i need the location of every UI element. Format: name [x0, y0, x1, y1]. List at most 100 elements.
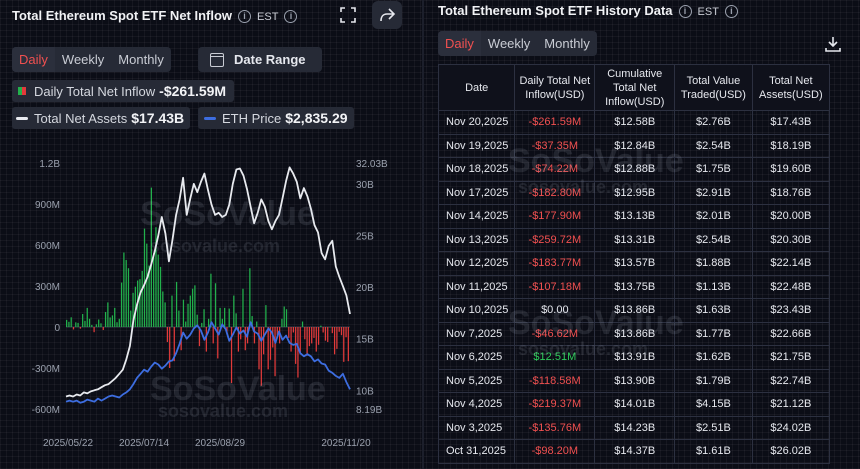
inflow-bar [258, 327, 260, 370]
inflow-bar [95, 324, 98, 327]
history-table: Date Daily Total Net Inflow(USD) Cumulat… [438, 64, 831, 464]
history-data-panel: Total Ethereum Spot ETF History Data i EST… [430, 0, 860, 469]
inflow-bar [253, 327, 256, 344]
cell-date: Nov 20,2025 [438, 110, 516, 135]
cell-date: Nov 3,2025 [438, 415, 516, 440]
cell-net-assets: $24.02B [751, 415, 831, 440]
cell-net-assets: $22.74B [751, 368, 831, 393]
inflow-bar [98, 319, 100, 327]
net-assets-line [65, 166, 351, 398]
inflow-bar [217, 327, 219, 359]
date-range-button[interactable]: Date Range [198, 47, 322, 72]
inflow-bar [315, 327, 317, 352]
cell-daily-inflow: -$261.59M [514, 110, 596, 135]
inflow-bar [329, 327, 331, 328]
inflow-bar [132, 292, 134, 327]
inflow-bar [196, 314, 198, 327]
cell-daily-inflow: -$177.90M [514, 204, 596, 229]
info-icon[interactable]: i [238, 10, 252, 23]
table-row[interactable]: Oct 31,2025 -$98.20M $14.37B $1.61B $26.02B [438, 439, 831, 464]
cell-net-assets: $20.00B [751, 204, 831, 229]
inflow-bar [84, 320, 86, 327]
table-row[interactable]: Nov 19,2025 -$37.35M $12.84B $2.54B $18.19B [438, 133, 831, 158]
inflow-bar [68, 321, 70, 327]
cell-daily-inflow: -$259.72M [514, 227, 596, 252]
cell-daily-inflow: $0.00 [514, 298, 596, 323]
inflow-bar [148, 265, 150, 327]
inflow-bar [251, 316, 253, 327]
table-row[interactable]: Nov 12,2025 -$183.77M $13.57B $1.88B $22.14B [438, 251, 831, 276]
table-row[interactable]: Nov 5,2025 -$118.58M $13.90B $1.79B $22.74B [438, 368, 831, 393]
info-icon[interactable]: i [284, 10, 298, 23]
inflow-bar [72, 327, 75, 330]
inflow-bar [214, 283, 217, 327]
column-header-net-assets[interactable]: Total Net Assets(USD) [751, 64, 831, 111]
inflow-bar [139, 279, 141, 327]
cell-daily-inflow: $12.51M [514, 345, 596, 370]
eth-label: ETH Price [222, 110, 282, 126]
inflow-bar [107, 302, 109, 327]
table-row[interactable]: Nov 18,2025 -$74.22M $12.88B $1.75B $19.60B [438, 157, 831, 182]
y-tick-label-right: 20B [356, 283, 374, 294]
table-row[interactable]: Nov 10,2025 $0.00 $13.86B $1.63B $23.43B [438, 298, 831, 323]
tab-weekly[interactable]: Weekly [61, 52, 105, 67]
info-icon[interactable]: i [724, 5, 738, 18]
inflow-bar [169, 327, 171, 368]
cell-value-traded: $1.13B [674, 274, 753, 299]
info-icon[interactable]: i [678, 5, 692, 18]
inflow-bar [79, 327, 81, 329]
cell-net-assets: $17.43B [751, 110, 831, 135]
history-table-container[interactable]: Date Daily Total Net Inflow(USD) Cumulat… [438, 64, 860, 469]
download-button[interactable] [818, 30, 848, 58]
tab-daily[interactable]: Daily [12, 47, 55, 72]
tab-monthly[interactable]: Monthly [544, 36, 590, 51]
fullscreen-button[interactable] [333, 1, 363, 29]
inflow-bar [304, 327, 306, 340]
cell-cumulative-inflow: $12.95B [594, 180, 676, 205]
inflow-bar [210, 273, 212, 327]
inflow-bar [86, 307, 88, 327]
column-header-daily-inflow[interactable]: Daily Total Net Inflow(USD) [514, 64, 596, 111]
cell-net-assets: $18.19B [751, 133, 831, 158]
table-row[interactable]: Nov 6,2025 $12.51M $13.91B $1.62B $21.75B [438, 345, 831, 370]
eth-price-stat: ETH Price $2,835.29 [198, 107, 354, 129]
cell-value-traded: $2.01B [674, 204, 753, 229]
eth-legend-icon [204, 116, 216, 120]
cell-net-assets: $22.14B [751, 251, 831, 276]
inflow-bar [322, 327, 324, 333]
cell-cumulative-inflow: $12.58B [594, 110, 676, 135]
table-row[interactable]: Nov 4,2025 -$219.37M $14.01B $4.15B $21.12B [438, 392, 831, 417]
inflow-chart[interactable]: 1.2B 900M 600M 300M 0 -300M -600M 32.03B 30B 25B 2… [0, 148, 420, 448]
cell-cumulative-inflow: $13.75B [594, 274, 676, 299]
x-tick-label: 2025/08/29 [195, 438, 245, 448]
inflow-label: Daily Total Net Inflow [34, 83, 156, 99]
table-row[interactable]: Nov 11,2025 -$107.18M $13.75B $1.13B $22.48B [438, 274, 831, 299]
tab-weekly[interactable]: Weekly [487, 36, 531, 51]
y-tick-label-right: 10B [356, 386, 374, 397]
table-row[interactable]: Nov 17,2025 -$182.80M $12.95B $2.91B $18.76B [438, 180, 831, 205]
table-row[interactable]: Nov 20,2025 -$261.59M $12.58B $2.76B $17.43B [438, 110, 831, 135]
cell-date: Nov 4,2025 [438, 392, 516, 417]
inflow-bar [189, 295, 191, 327]
cell-cumulative-inflow: $13.57B [594, 251, 676, 276]
inflow-bar [317, 327, 320, 345]
inflow-bar [166, 327, 169, 343]
x-tick-label: 2025/11/20 [321, 438, 371, 448]
column-header-date[interactable]: Date [438, 64, 516, 111]
column-header-value-traded[interactable]: Total Value Traded(USD) [674, 64, 753, 111]
share-button[interactable] [372, 1, 402, 29]
tab-daily[interactable]: Daily [438, 31, 481, 56]
inflow-bar [143, 228, 146, 327]
table-row[interactable]: Nov 3,2025 -$135.76M $14.23B $2.51B $24.02B [438, 415, 831, 440]
inflow-bar [171, 295, 173, 327]
table-row[interactable]: Nov 7,2025 -$46.62M $13.86B $1.77B $22.66B [438, 321, 831, 346]
inflow-bar [109, 317, 111, 327]
inflow-bar [150, 187, 152, 327]
table-row[interactable]: Nov 13,2025 -$259.72M $13.31B $2.54B $20.30B [438, 227, 831, 252]
table-row[interactable]: Nov 14,2025 -$177.90M $13.13B $2.01B $20.00B [438, 204, 831, 229]
inflow-bar [219, 307, 221, 327]
tab-monthly[interactable]: Monthly [118, 52, 164, 67]
inflow-bar [91, 324, 93, 327]
column-header-cumulative-inflow[interactable]: Cumulative Total Net Inflow(USD) [594, 64, 676, 111]
cell-daily-inflow: -$46.62M [514, 321, 596, 346]
